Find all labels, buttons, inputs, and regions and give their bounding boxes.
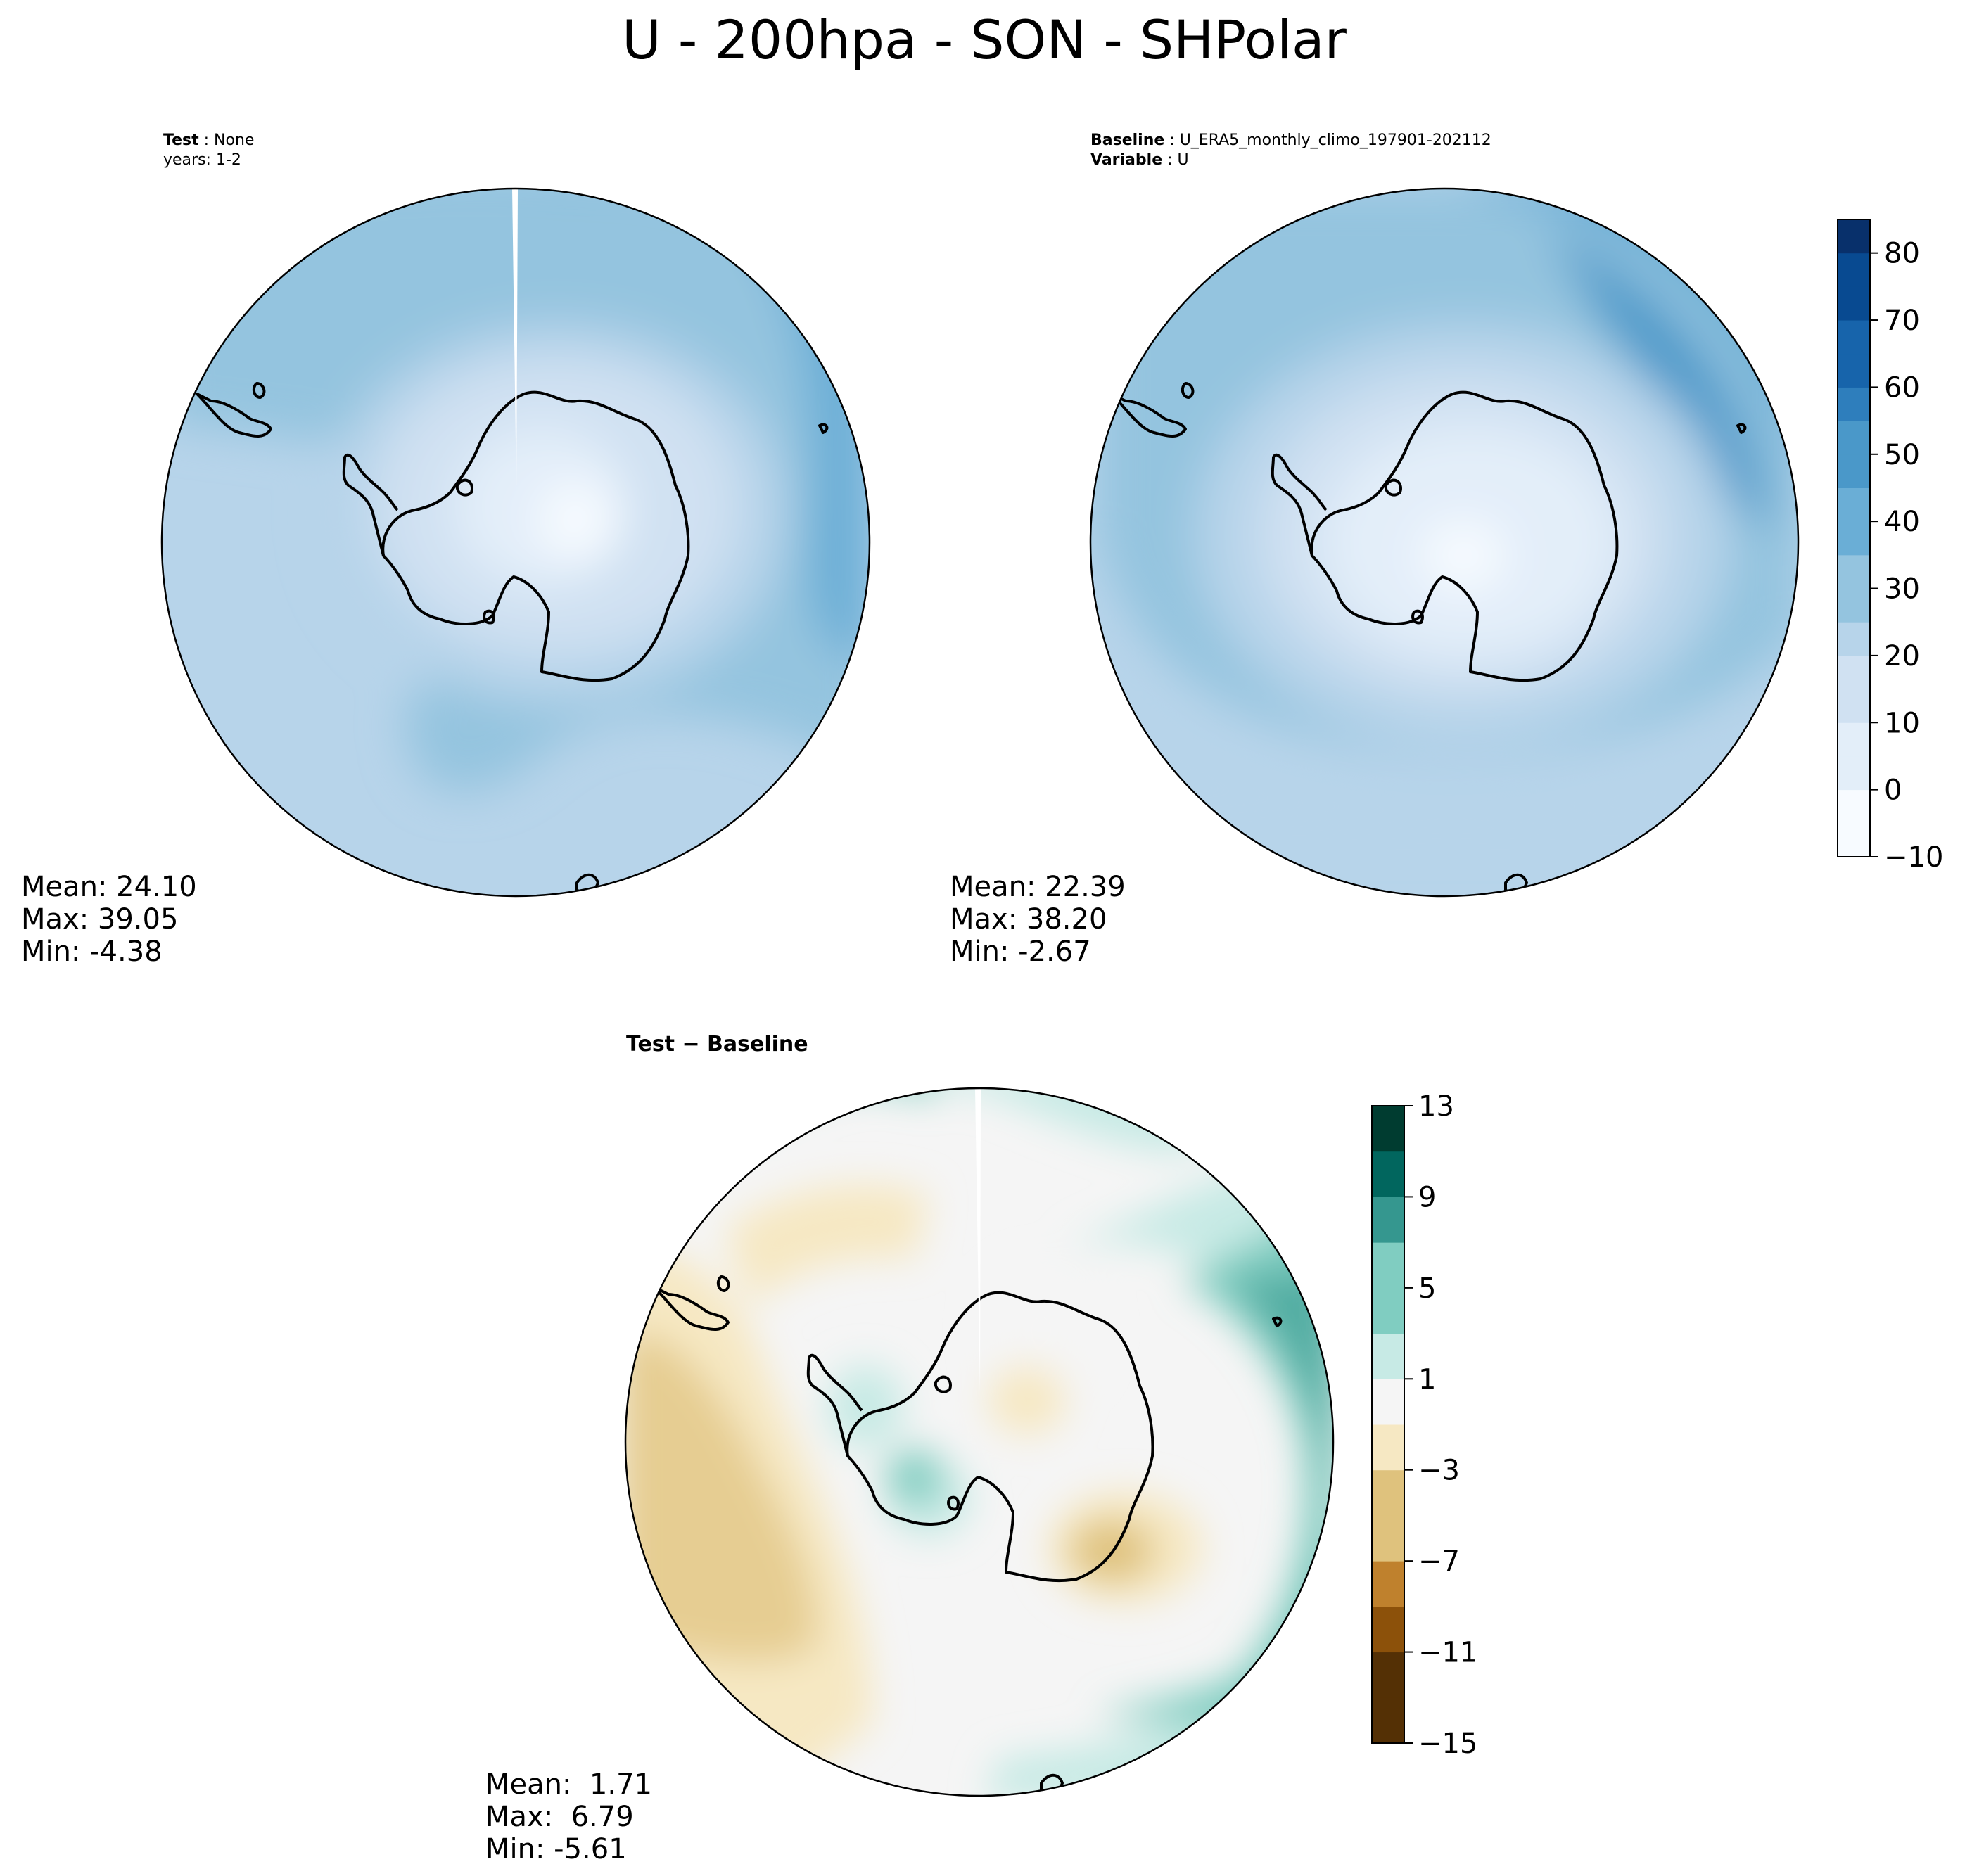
colorbar-brbg-band [1372, 1424, 1404, 1471]
test-coastline [196, 382, 829, 895]
baseline-contours [1090, 189, 1798, 830]
baseline-map-border [1089, 187, 1800, 898]
diff-max: Max: 6.79 [485, 1801, 634, 1833]
colorbar-blues-band [1838, 286, 1870, 321]
diff-map-border [624, 1087, 1335, 1797]
colorbar-brbg-band [1372, 1106, 1404, 1152]
diff-coastline [653, 1275, 1283, 1796]
diff-dateline-gap [975, 1089, 981, 1393]
colorbar-brbg-band [1372, 1197, 1404, 1243]
figure-title: U - 200hpa - SON - SHPolar [622, 8, 1347, 71]
baseline-variable-label: Variable [1090, 151, 1162, 169]
baseline-min: Min: -2.67 [950, 936, 1091, 968]
colorbar-blues-tick-label: 30 [1884, 573, 1920, 606]
test-max: Max: 39.05 [21, 903, 178, 936]
colorbar-blues-band [1838, 588, 1870, 623]
colorbar-blues-tick-label: 20 [1884, 640, 1920, 672]
baseline-label-sep: : [1164, 132, 1179, 149]
colorbar-blues-band [1838, 353, 1870, 388]
colorbar-blues-band [1838, 454, 1870, 488]
colorbar-blues-band [1838, 722, 1870, 757]
colorbar-blues-band [1838, 253, 1870, 287]
colorbar-blues-band [1838, 655, 1870, 690]
colorbar-blues-tick-label: 40 [1884, 506, 1920, 538]
test-label: Test [163, 132, 199, 149]
test-map [160, 187, 871, 898]
baseline-variable-sep: : [1162, 151, 1177, 169]
colorbar-brbg-band [1372, 1151, 1404, 1197]
colorbar-blues-band [1838, 521, 1870, 556]
colorbar-blues-band [1838, 689, 1870, 723]
colorbar-brbg-band [1372, 1515, 1404, 1562]
colorbar-brbg-band [1372, 1379, 1404, 1425]
test-panel: Test : None years: 1-2 [21, 132, 871, 968]
test-label-sep: : [199, 132, 214, 149]
baseline-variable-value: U [1178, 151, 1189, 169]
colorbar-brbg-tick-label: 13 [1418, 1090, 1454, 1123]
colorbar-brbg-tick-label: −15 [1418, 1728, 1477, 1760]
baseline-label-value: U_ERA5_monthly_climo_197901-202112 [1180, 132, 1491, 149]
colorbar-blues-band [1838, 421, 1870, 455]
colorbar-blues-band [1838, 219, 1870, 254]
baseline-panel: Baseline : U_ERA5_monthly_climo_197901-2… [950, 132, 1943, 968]
colorbar-brbg-tick-label: −3 [1418, 1455, 1460, 1487]
colorbar-brbg-band [1372, 1242, 1404, 1289]
colorbar-blues-frame [1837, 219, 1871, 857]
colorbar-blues-band [1838, 789, 1870, 824]
colorbar-blues-tick-label: −10 [1884, 841, 1943, 874]
diff-mean: Mean: 1.71 [485, 1768, 652, 1801]
colorbar-brbg-band [1372, 1469, 1404, 1516]
colorbar-brbg-tick-label: 9 [1418, 1181, 1436, 1213]
colorbar-brbg-frame [1371, 1105, 1405, 1744]
colorbar-brbg-band [1372, 1652, 1404, 1698]
colorbar-blues-band [1838, 487, 1870, 522]
colorbar-blues-tick-label: 80 [1884, 238, 1920, 270]
diff-map [624, 1087, 1335, 1797]
colorbar-brbg-band [1372, 1333, 1404, 1379]
colorbar-brbg-band [1372, 1697, 1404, 1744]
test-min: Min: -4.38 [21, 936, 163, 968]
colorbar-brbg-band [1372, 1561, 1404, 1607]
baseline-label: Baseline [1090, 132, 1164, 149]
colorbar-brbg-band [1372, 1606, 1404, 1653]
colorbar-blues-tick-label: 70 [1884, 305, 1920, 337]
test-header: Test : None [163, 132, 254, 149]
colorbar-blues-tick-label: 0 [1884, 774, 1902, 807]
baseline-field [1090, 189, 1798, 830]
colorbar-brbg-tick-label: 5 [1418, 1272, 1436, 1305]
colorbar-brbg-tick-label: −11 [1418, 1637, 1477, 1669]
colorbar-blues-band [1838, 554, 1870, 589]
test-label-value: None [214, 132, 254, 149]
baseline-mean: Mean: 22.39 [950, 871, 1126, 903]
baseline-header: Baseline : U_ERA5_monthly_climo_197901-2… [1090, 132, 1491, 149]
test-map-border [160, 187, 871, 898]
colorbar-brbg-band [1372, 1287, 1404, 1334]
diff-min: Min: -5.61 [485, 1833, 627, 1865]
colorbar-brbg-tick-label: 1 [1418, 1363, 1436, 1396]
colorbar-blues-band [1838, 823, 1870, 857]
baseline-max: Max: 38.20 [950, 903, 1107, 936]
baseline-coastline [1110, 382, 1747, 895]
baseline-variable: Variable : U [1090, 151, 1189, 169]
diff-title: Test − Baseline [626, 1032, 808, 1057]
colorbar-blues: −10 0 10 20 30 40 50 60 70 80 [1837, 219, 1943, 874]
colorbar-blues-band [1838, 622, 1870, 656]
test-years: years: 1-2 [163, 151, 241, 169]
colorbar-brbg: −15 −11 −7 −3 1 5 9 13 [1371, 1090, 1477, 1760]
diff-panel: Test − Baseline [485, 1032, 1477, 1865]
colorbar-blues-tick-label: 50 [1884, 439, 1920, 471]
colorbar-blues-band [1838, 320, 1870, 355]
test-mean: Mean: 24.10 [21, 871, 197, 903]
colorbar-blues-band [1838, 755, 1870, 791]
colorbar-blues-tick-label: 60 [1884, 371, 1920, 404]
colorbar-brbg-tick-label: −7 [1418, 1545, 1460, 1578]
colorbar-blues-tick-label: 10 [1884, 707, 1920, 739]
baseline-map [1089, 187, 1800, 898]
test-dateline-gap [512, 189, 518, 492]
colorbar-blues-band [1838, 387, 1870, 421]
